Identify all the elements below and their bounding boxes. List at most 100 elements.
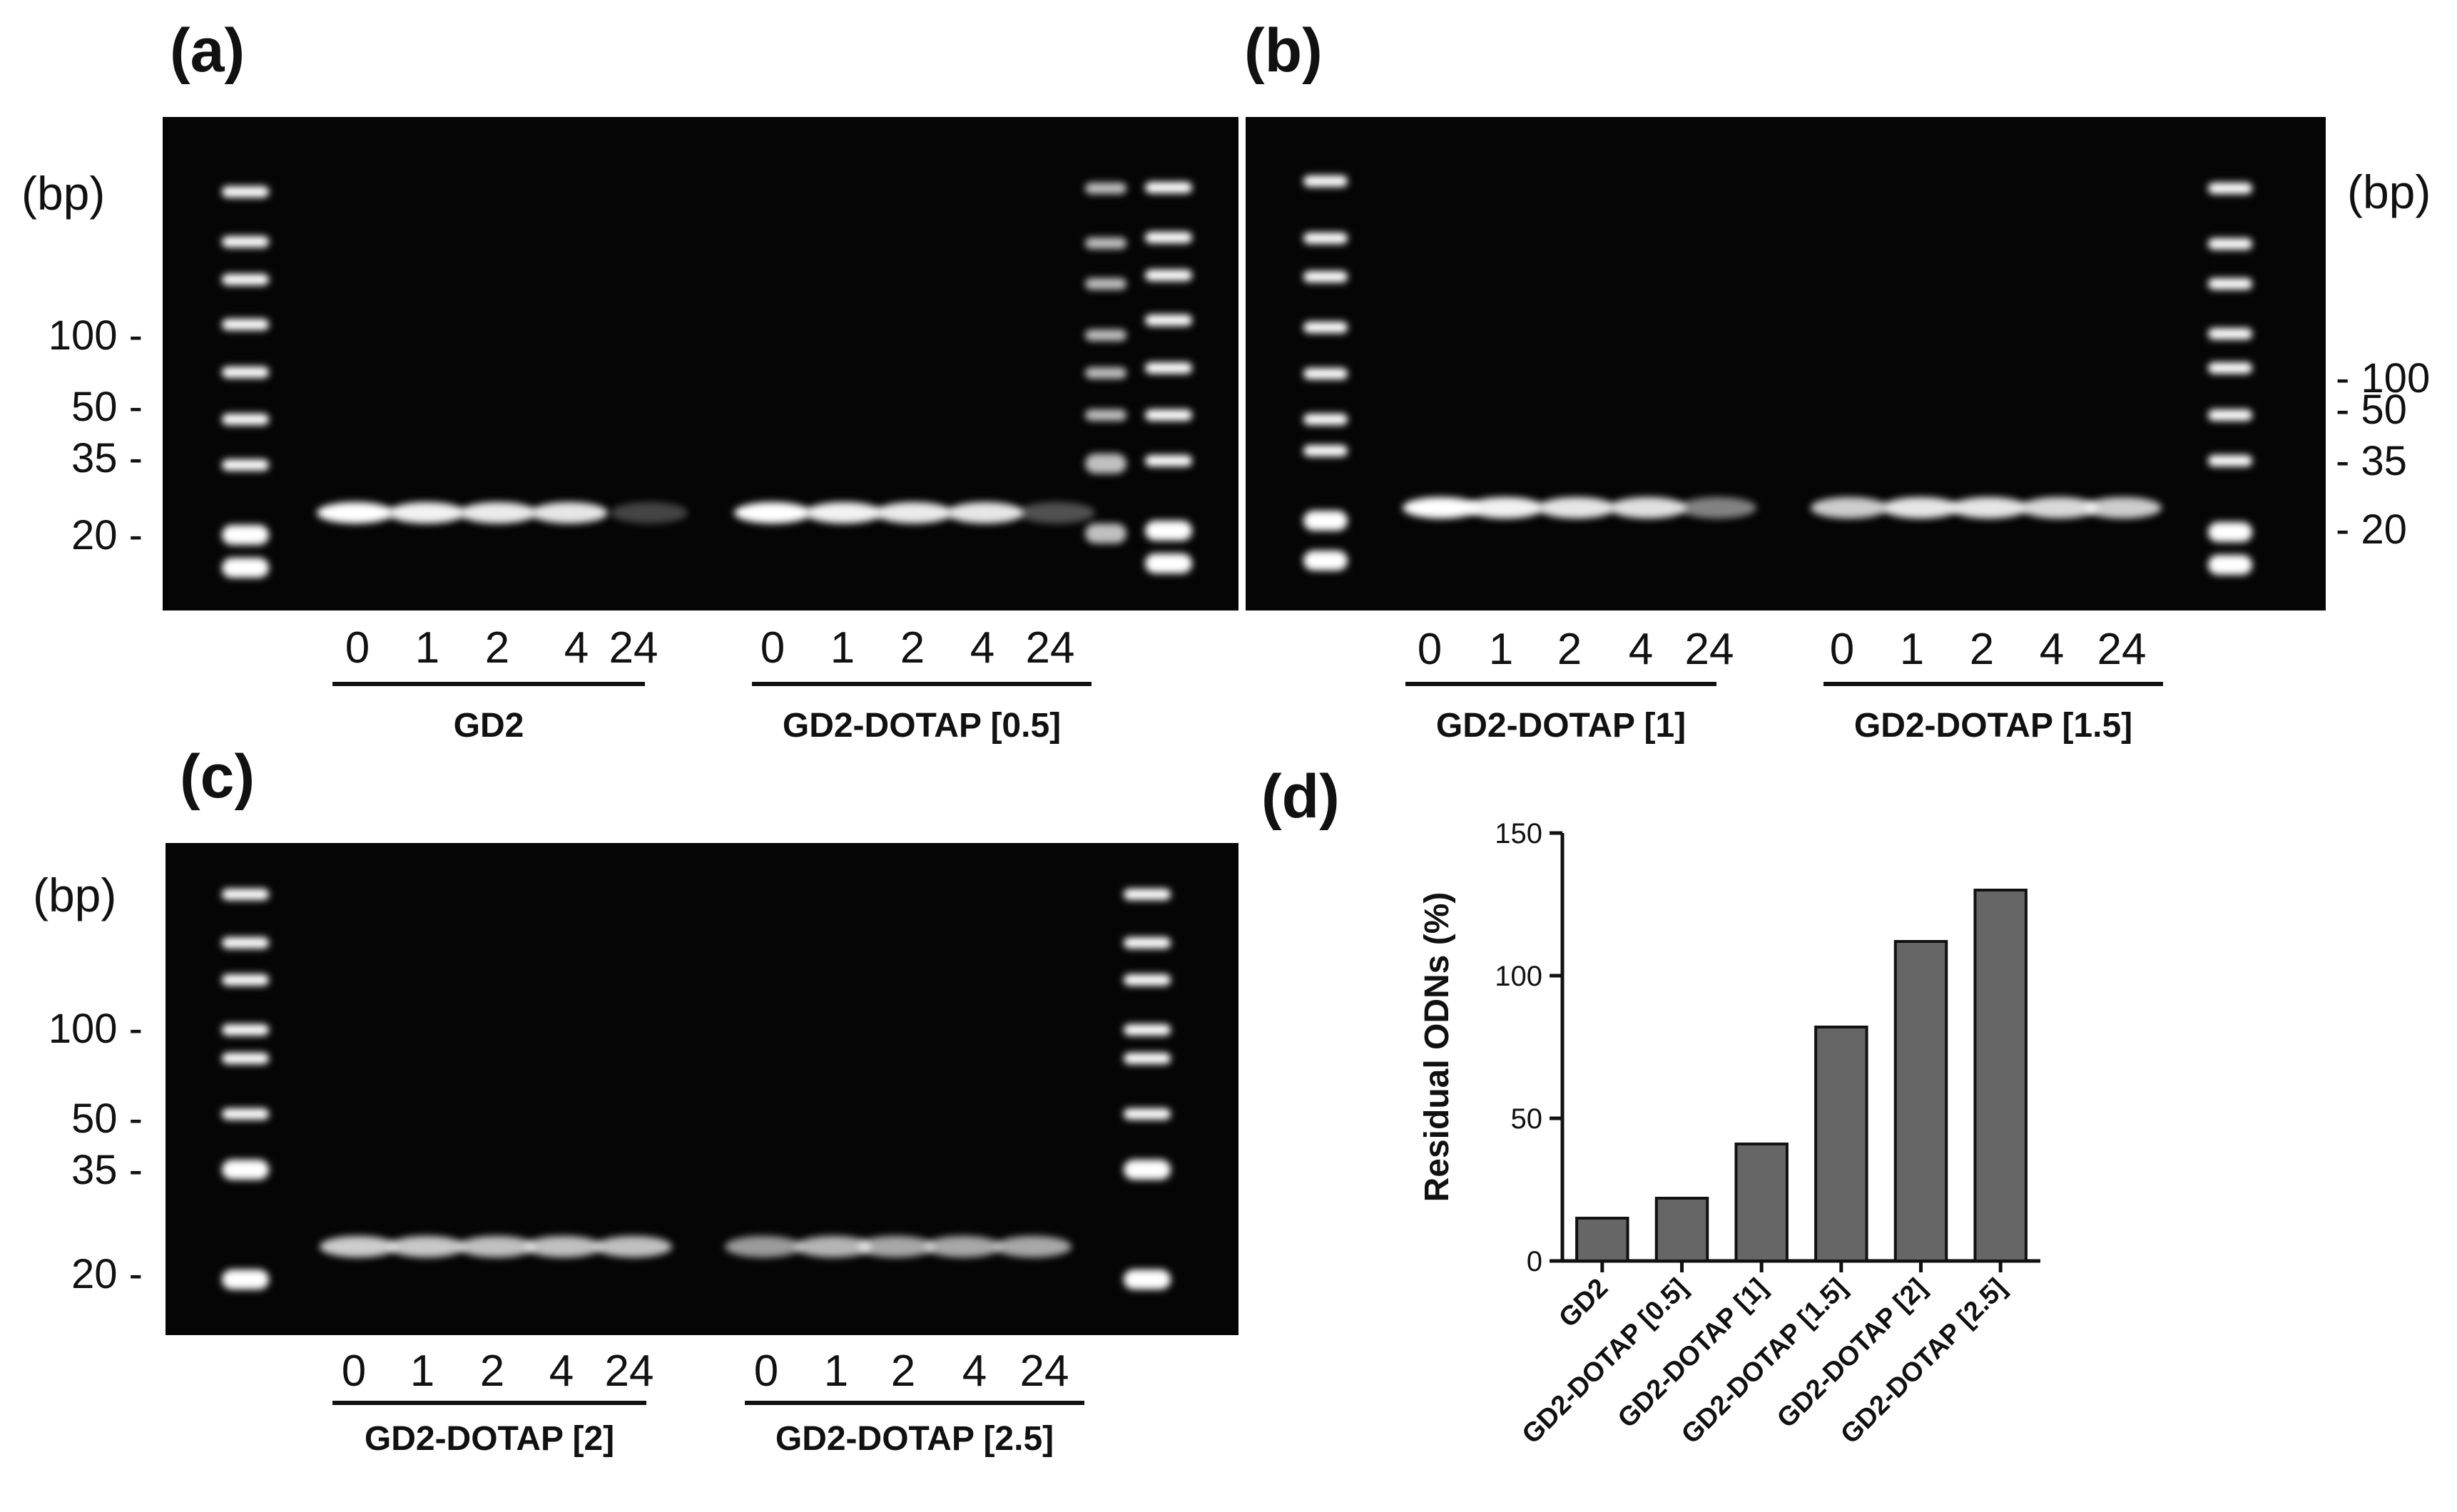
lane-label: 1: [1899, 625, 1925, 674]
ladder-band: [1085, 523, 1126, 543]
bar: [1734, 1143, 1789, 1262]
sample-band: [388, 1236, 465, 1257]
ladder-band: [1124, 1270, 1171, 1289]
ladder-band: [222, 186, 269, 198]
sample-band: [1609, 497, 1687, 519]
ladder-band: [2208, 555, 2252, 575]
group-underline: [752, 682, 1092, 686]
ladder-band: [2208, 522, 2252, 542]
lane-label: 4: [549, 1347, 574, 1396]
y-tick-label: 0: [1527, 1246, 1542, 1277]
panel-c-bp-title: (bp): [33, 869, 117, 921]
bar: [1575, 1217, 1629, 1262]
ladder-band: [1145, 521, 1192, 541]
lane-label: 24: [2097, 625, 2147, 674]
group-underline: [1823, 682, 2163, 686]
panel-a-tick-100: 100 -: [48, 312, 143, 359]
sample-band: [875, 502, 952, 523]
group-label: GD2-DOTAP [2]: [364, 1420, 615, 1458]
lane-label: 24: [1019, 1347, 1069, 1396]
sample-band: [525, 1236, 602, 1257]
group-label: GD2: [453, 707, 524, 745]
panel-b-label: (b): [1244, 16, 1323, 85]
ladder-band: [1303, 322, 1348, 333]
ladder-band: [1303, 551, 1348, 571]
lane-label: 4: [1628, 625, 1654, 674]
ladder-band: [222, 1108, 269, 1120]
sample-band: [734, 502, 811, 523]
ladder-band: [1085, 409, 1126, 421]
lane-label: 2: [1969, 625, 1995, 674]
sample-band: [1467, 497, 1544, 519]
ladder-band: [222, 937, 269, 949]
sample-band: [611, 502, 688, 523]
ladder-band: [222, 319, 269, 330]
lane-label: 24: [604, 1347, 654, 1396]
ladder-band: [222, 414, 269, 425]
ladder-band: [1303, 511, 1348, 531]
ladder-band: [1303, 175, 1348, 187]
ladder-band: [1303, 445, 1348, 456]
ladder-band: [2208, 238, 2252, 250]
sample-band: [947, 502, 1024, 523]
ladder-band: [2208, 455, 2252, 466]
ladder-band: [1085, 367, 1126, 379]
lane-label: 24: [1684, 625, 1734, 674]
ladder-band: [1085, 183, 1126, 194]
group-underline: [332, 682, 645, 686]
panel-c-tick-20: 20 -: [71, 1251, 143, 1297]
group-underline: [1405, 682, 1716, 686]
lane-label: 2: [484, 623, 510, 673]
panel-a-tick-35: 35 -: [71, 435, 143, 481]
ladder-band: [222, 236, 269, 247]
gel-image-b: [1246, 117, 2326, 611]
sample-band: [1811, 497, 1888, 519]
lane-label: 0: [1417, 625, 1443, 674]
sample-band: [1403, 497, 1480, 519]
ladder-band: [1124, 1160, 1171, 1180]
ladder-band: [1145, 315, 1192, 326]
ladder-band: [2208, 362, 2252, 374]
lane-label: 4: [2039, 625, 2065, 674]
x-tick-label: GD2-DOTAP [1]: [1612, 1273, 1774, 1434]
sample-band: [1018, 502, 1095, 523]
y-tick-label: 50: [1511, 1103, 1543, 1135]
panel-b-tick-100: - 100: [2336, 355, 2431, 402]
lane-label: 2: [1557, 625, 1582, 674]
group-label: GD2-DOTAP [1]: [1435, 707, 1687, 745]
panel-c-tick-50: 50 -: [71, 1095, 143, 1142]
sample-band: [595, 1236, 672, 1257]
sample-band: [1679, 497, 1756, 519]
ladder-band: [222, 1160, 269, 1180]
lane-label: 0: [753, 1347, 779, 1396]
lane-label: 1: [1488, 625, 1514, 674]
group-underline: [745, 1401, 1084, 1405]
sample-band: [805, 502, 882, 523]
lane-label: 24: [1025, 623, 1075, 673]
ladder-band: [2208, 409, 2252, 421]
ladder-band: [1124, 937, 1171, 949]
sample-band: [858, 1236, 935, 1257]
lane-label: 2: [479, 1347, 505, 1396]
ladder-band: [1303, 271, 1348, 282]
ladder-band: [2208, 328, 2252, 339]
ladder-band: [1145, 182, 1192, 193]
ladder-band: [1085, 330, 1126, 341]
panel-a-tick-50: 50 -: [71, 384, 143, 430]
sample-band: [925, 1236, 1002, 1257]
lane-label: 1: [414, 623, 440, 673]
ladder-band: [1145, 232, 1192, 243]
sample-band: [320, 1236, 397, 1257]
ladder-band: [1145, 409, 1192, 421]
ladder-band: [1303, 414, 1348, 425]
ladder-band: [222, 558, 269, 578]
ladder-band: [222, 1270, 269, 1289]
panel-c-tick-35: 35 -: [71, 1147, 143, 1193]
panel-a-label: (a): [170, 16, 245, 85]
ladder-band: [2208, 278, 2252, 290]
lane-label: 2: [900, 623, 925, 673]
panel-d-label: (d): [1261, 762, 1340, 831]
lane-label: 0: [345, 623, 370, 673]
group-underline: [332, 1401, 646, 1405]
